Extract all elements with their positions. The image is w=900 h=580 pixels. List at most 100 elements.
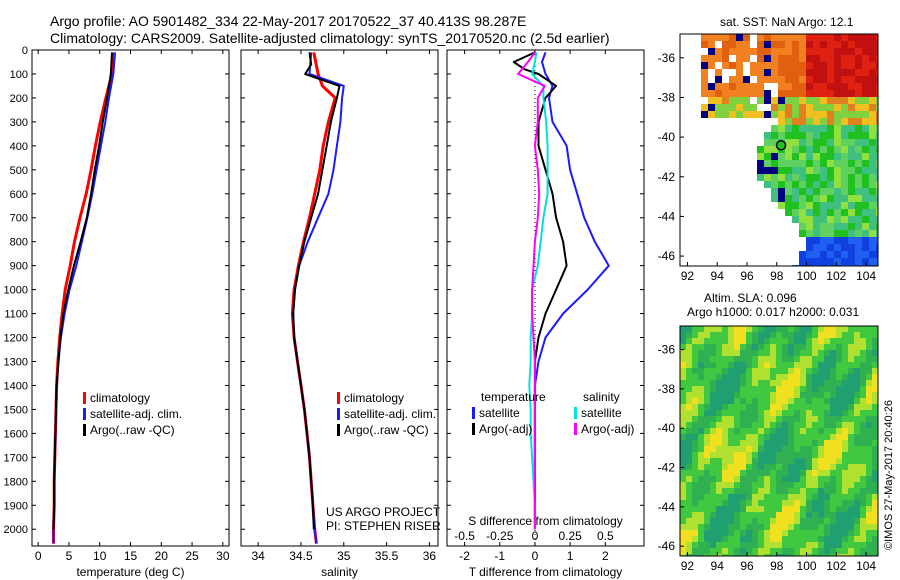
- map-cell: [736, 55, 743, 62]
- map-x-tick-label: 92: [681, 269, 695, 283]
- map-cell: [848, 470, 854, 476]
- map-cell: [834, 251, 841, 258]
- map-cell: [788, 524, 794, 530]
- map-cell: [854, 374, 860, 380]
- map-cell: [746, 530, 752, 536]
- map-cell: [692, 470, 698, 476]
- map-cell: [818, 548, 824, 554]
- map-cell: [854, 524, 860, 530]
- map-cell: [680, 392, 686, 398]
- map-cell: [830, 464, 836, 470]
- map-y-tick-label: -40: [658, 421, 676, 435]
- map-cell: [752, 362, 758, 368]
- map-cell: [734, 464, 740, 470]
- map-cell: [830, 482, 836, 488]
- map-cell: [854, 410, 860, 416]
- map-cell: [778, 69, 785, 76]
- x-tick-label: 36: [423, 549, 437, 563]
- map-cell: [842, 422, 848, 428]
- map-cell: [800, 386, 806, 392]
- map-cell: [812, 464, 818, 470]
- map-cell: [680, 338, 686, 344]
- map-cell: [855, 209, 862, 216]
- map-cell: [743, 34, 750, 41]
- map-cell: [698, 500, 704, 506]
- map-cell: [686, 512, 692, 518]
- map-cell: [698, 452, 704, 458]
- map-cell: [728, 512, 734, 518]
- map-cell: [848, 251, 855, 258]
- map-cell: [834, 83, 841, 90]
- map-cell: [866, 356, 872, 362]
- map-cell: [818, 500, 824, 506]
- map-cell: [799, 195, 806, 202]
- map-cell: [698, 458, 704, 464]
- map-cell: [830, 422, 836, 428]
- map-cell: [698, 380, 704, 386]
- map-cell: [752, 494, 758, 500]
- map-cell: [770, 446, 776, 452]
- map-cell: [698, 506, 704, 512]
- map-cell: [862, 104, 869, 111]
- x-axis-label: salinity: [321, 565, 358, 579]
- map-cell: [792, 153, 799, 160]
- map-cell: [812, 512, 818, 518]
- map-cell: [842, 446, 848, 452]
- map-cell: [806, 428, 812, 434]
- map-cell: [824, 398, 830, 404]
- map-cell: [764, 374, 770, 380]
- map-cell: [770, 416, 776, 422]
- map-cell: [830, 416, 836, 422]
- map-cell: [710, 446, 716, 452]
- map-cell: [818, 344, 824, 350]
- map-cell: [866, 548, 872, 554]
- map-cell: [872, 464, 878, 470]
- map-cell: [728, 518, 734, 524]
- map-cell: [827, 223, 834, 230]
- map-cell: [854, 380, 860, 386]
- map-cell: [785, 83, 792, 90]
- y-tick-label: 1500: [4, 404, 28, 416]
- map-cell: [736, 76, 743, 83]
- map-cell: [862, 258, 869, 265]
- map-cell: [764, 111, 771, 118]
- map-cell: [836, 404, 842, 410]
- map-cell: [782, 350, 788, 356]
- map-cell: [740, 404, 746, 410]
- map-cell: [716, 356, 722, 362]
- map-cell: [794, 332, 800, 338]
- map-cell: [842, 374, 848, 380]
- map-cell: [824, 500, 830, 506]
- map-cell: [785, 195, 792, 202]
- map-cell: [806, 111, 813, 118]
- map-cell: [758, 542, 764, 548]
- map-cell: [734, 530, 740, 536]
- map-cell: [722, 434, 728, 440]
- map-cell: [848, 62, 855, 69]
- map-cell: [848, 48, 855, 55]
- map-y-tick-label: -46: [658, 539, 676, 553]
- map-cell: [782, 542, 788, 548]
- map-cell: [698, 542, 704, 548]
- x-tick-label: 5: [66, 549, 73, 563]
- map-cell: [764, 554, 770, 556]
- map-cell: [866, 494, 872, 500]
- map-cell: [788, 332, 794, 338]
- map-cell: [866, 398, 872, 404]
- map-cell: [794, 344, 800, 350]
- map-cell: [869, 167, 876, 174]
- map-cell: [736, 48, 743, 55]
- map-cell: [722, 464, 728, 470]
- map-cell: [750, 69, 757, 76]
- map-cell: [698, 350, 704, 356]
- map-cell: [794, 464, 800, 470]
- map-cell: [785, 202, 792, 209]
- map-cell: [701, 62, 708, 69]
- map-cell: [716, 434, 722, 440]
- map-cell: [866, 362, 872, 368]
- map-cell: [872, 326, 878, 332]
- map-cell: [818, 476, 824, 482]
- map-cell: [876, 132, 878, 139]
- map-cell: [740, 524, 746, 530]
